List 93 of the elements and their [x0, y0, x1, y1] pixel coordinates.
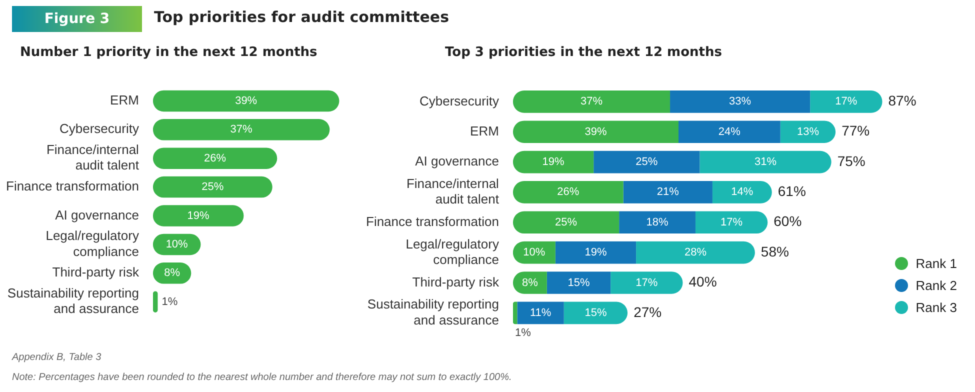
chart-title: Top 3 priorities in the next 12 months — [445, 45, 722, 60]
y-tick-label: Sustainability reporting and assurance — [367, 296, 499, 328]
bar — [712, 181, 772, 204]
bar — [670, 90, 810, 113]
bar — [780, 120, 836, 144]
total-label: 87% — [888, 92, 916, 109]
y-tick-label: Legal/regulatory compliance — [406, 236, 500, 267]
data-label: 26% — [204, 152, 226, 164]
y-tick-label: Sustainability reporting and assurance — [7, 286, 139, 316]
data-label: 37% — [580, 96, 603, 108]
bar — [695, 211, 768, 234]
data-label: 14% — [731, 186, 754, 198]
bar — [564, 302, 628, 324]
y-tick-label: ERM — [470, 123, 499, 138]
bar — [152, 205, 244, 226]
total-label: 75% — [837, 152, 866, 169]
bar — [619, 211, 696, 234]
data-label: 17% — [835, 96, 858, 108]
y-tick-label: AI governance — [415, 154, 499, 169]
bar — [152, 119, 330, 140]
legend-label: Rank 2 — [914, 276, 957, 294]
data-label: 21% — [656, 186, 680, 198]
data-label: 17% — [636, 276, 658, 289]
data-label: 25% — [555, 216, 578, 228]
bar — [512, 120, 679, 144]
data-label: 18% — [646, 216, 668, 228]
bar — [152, 148, 278, 169]
data-label: 10% — [166, 238, 188, 250]
y-tick-label: AI governance — [55, 207, 139, 222]
text: Appendix B, Table 3 — [12, 352, 102, 363]
bar — [152, 90, 340, 112]
y-tick-label: Cybersecurity — [419, 93, 500, 108]
data-label: 19% — [542, 156, 564, 168]
bar — [512, 302, 518, 324]
bar — [555, 241, 636, 264]
bar — [700, 150, 832, 174]
bar — [512, 211, 620, 234]
text: Note: Percentages have been rounded to the nearest whole number and therefore may not sum to exactly 100%. — [12, 372, 512, 383]
y-tick-label: Finance transformation — [6, 178, 139, 194]
legend-label: Rank 1 — [914, 254, 957, 272]
bar — [152, 291, 158, 312]
data-label: 37% — [230, 124, 253, 136]
chart-subtitle: Number 1 priority in the next 12 months — [20, 45, 318, 60]
y-tick-label: Finance transformation — [366, 214, 499, 229]
bar — [512, 150, 594, 174]
data-label: 19% — [584, 246, 607, 259]
data-label: 39% — [584, 126, 607, 138]
bar — [623, 181, 712, 204]
y-tick-label: Third-party risk — [412, 274, 500, 290]
legend-label: Rank 3 — [914, 298, 957, 316]
chart-title: Top priorities for audit committees — [154, 8, 449, 26]
data-label: 1% — [514, 327, 532, 340]
data-label: 26% — [557, 186, 580, 198]
data-label: 31% — [754, 156, 777, 168]
data-label: 25% — [202, 181, 224, 194]
y-tick-label: Finance/internal audit talent — [46, 142, 140, 173]
bar — [517, 302, 564, 324]
total-label: 60% — [774, 213, 802, 230]
data-label: 19% — [187, 210, 210, 222]
bar — [546, 272, 611, 294]
caption: Figure 3 — [12, 6, 142, 32]
data-label: 28% — [684, 246, 707, 259]
data-label: 17% — [720, 216, 743, 228]
total-label: 27% — [634, 304, 662, 320]
y-tick-label: Finance/internal audit talent — [406, 176, 500, 207]
y-tick-label: Cybersecurity — [59, 121, 140, 136]
data-label: 25% — [636, 156, 658, 168]
data-label: 15% — [568, 276, 590, 289]
y-tick-label: Third-party risk — [52, 264, 140, 280]
data-label: 13% — [796, 126, 820, 138]
data-label: 10% — [523, 246, 546, 259]
data-label: 8% — [522, 276, 538, 289]
data-label: 24% — [718, 126, 741, 138]
total-label: 40% — [688, 274, 717, 290]
y-tick-label: Legal/regulatory compliance — [46, 228, 140, 259]
total-label: 77% — [842, 122, 870, 139]
data-label: 39% — [235, 94, 258, 107]
total-label: 58% — [760, 243, 789, 260]
bar — [512, 90, 670, 113]
bar — [636, 241, 755, 264]
bar — [810, 90, 882, 113]
bar — [152, 176, 272, 198]
total-label: 61% — [778, 183, 806, 200]
data-label: 15% — [584, 306, 607, 319]
y-tick-label: ERM — [110, 92, 139, 108]
data-label: 1% — [162, 296, 178, 308]
bar — [512, 181, 624, 204]
bar — [594, 150, 700, 174]
data-label: 11% — [530, 306, 552, 319]
data-label: 8% — [164, 267, 180, 280]
bar — [610, 272, 683, 294]
data-label: 33% — [729, 96, 752, 108]
bar — [678, 120, 780, 144]
